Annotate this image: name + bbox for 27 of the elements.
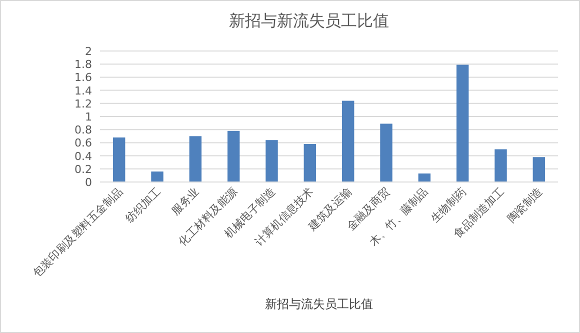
bar [380,124,392,182]
x-tick-label: 纺织加工 [123,184,164,226]
bar [456,64,469,182]
bar [304,144,316,182]
bar [227,130,240,182]
y-tick-label: 2 [85,45,92,58]
bar [151,172,164,182]
bar [342,100,354,182]
bar [418,173,431,182]
y-tick-label: 0.4 [74,150,92,163]
bar [112,137,126,182]
y-tick-label: 1.2 [74,97,92,110]
x-tick-label: 陶瓷制造 [504,184,546,226]
y-tick-label: 0.2 [74,162,92,176]
y-tick-label: 1.4 [74,84,92,98]
bar [532,157,546,182]
y-tick-label: 0.8 [74,124,92,137]
bar [266,140,278,182]
bar [189,136,202,182]
y-tick-label: 0.6 [74,136,92,150]
y-tick-label: 1.6 [74,71,92,84]
y-tick-label: 1 [85,110,92,124]
bar [494,149,507,182]
x-axis-title: 新招与流失员工比值 [265,297,373,311]
chart-title: 新招与新流失员工比值 [229,11,389,30]
x-tick-label: 服务业 [169,184,202,218]
y-tick-label: 1.8 [74,58,92,72]
